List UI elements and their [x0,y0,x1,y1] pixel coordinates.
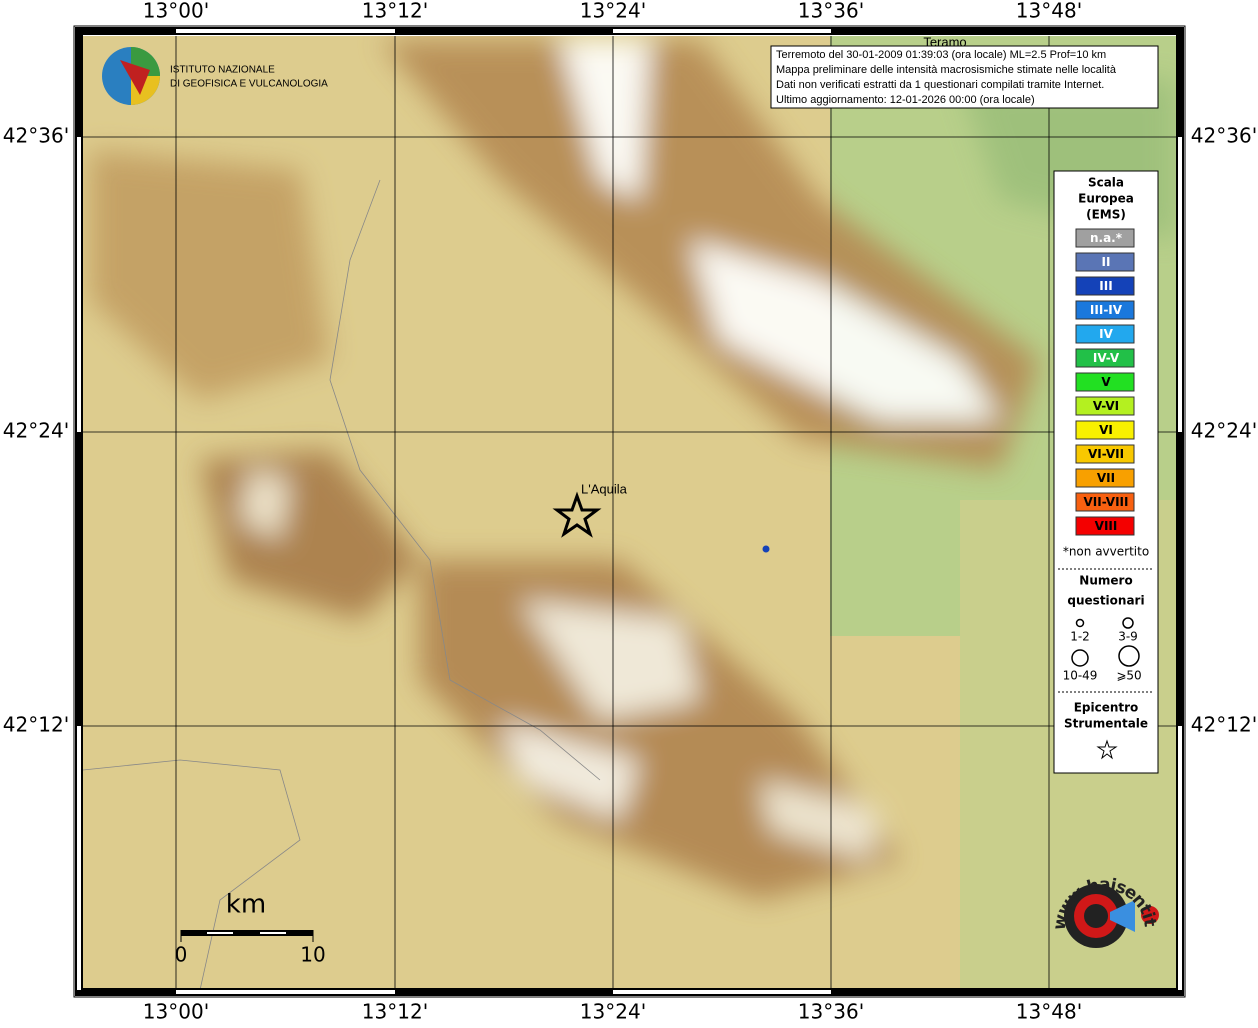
lon-label: 13°00' [143,1000,209,1024]
legend-title: Scala [1088,176,1124,190]
legend-label: III-IV [1090,303,1123,317]
legend-label: III [1099,279,1112,293]
info-line: Ultimo aggiornamento: 12-01-2026 00:00 (… [776,94,1035,106]
scale-bar-segment [260,932,286,934]
lon-label: 13°24' [580,1000,646,1024]
legend-swatch [1075,492,1135,512]
legend-label: VI [1099,423,1113,437]
legend-title: (EMS) [1086,208,1126,222]
count-label: 3-9 [1118,630,1138,644]
lat-label: 42°12' [1191,713,1257,737]
legend: ScalaEuropea(EMS)n.a.*IIIIIIII-IVIVIV-VV… [1058,176,1154,760]
logo: ISTITUTO NAZIONALE DI GEOFISICA E VULCAN… [102,47,328,105]
scale-bar-fill [181,930,313,936]
lat-label: 42°24' [1191,419,1257,443]
epicenter-symbol [1096,739,1118,760]
legend-swatch [1075,228,1135,248]
info-box [770,45,1159,109]
info-line: Terremoto del 30-01-2009 01:39:03 (ora l… [776,49,1106,61]
legend-swatch [1075,300,1135,320]
site-logo-ring [1084,904,1108,928]
info-lines: Terremoto del 30-01-2009 01:39:03 (ora l… [776,49,1117,106]
frame-white [613,29,831,33]
logo-text: DI GEOFISICA E VULCANOLOGIA [170,79,328,90]
count-symbol [1075,618,1085,628]
legend-label: V-VI [1093,399,1119,413]
count-label: ⩾50 [1116,669,1141,683]
legend-label: n.a.* [1090,231,1123,245]
legend-title: Epicentro [1074,701,1139,715]
lat-label: 42°24' [3,419,69,443]
legend-swatch [1075,348,1135,368]
legend-swatch [1075,324,1135,344]
place-label: L'Aquila [581,481,628,496]
scale-bar: km 0 10 [175,890,326,967]
legend-title: Numero [1079,574,1132,588]
tick-labels: 13°00' 13°00' 13°12' 13°12' 13°24' 13°24' 13°3… [3,0,1257,1024]
legend-label: VI-VII [1088,447,1124,461]
scale-unit: km [226,890,266,920]
site-logo-badge [1141,906,1159,924]
logo-text: ISTITUTO NAZIONALE [170,65,275,76]
lat-label: 42°36' [1191,124,1257,148]
frame-outline [73,25,1186,998]
frame-white [77,137,81,432]
lon-label: 13°12' [362,0,428,23]
count-label: 10-49 [1063,669,1098,683]
legend-label: IV-V [1093,351,1120,365]
frame-segments [77,29,1182,994]
frame-white [613,990,831,994]
legend-label: IV [1099,327,1113,341]
legend-label: II [1102,255,1111,269]
legend-title: Strumentale [1064,717,1148,731]
lon-label: 13°36' [798,0,864,23]
legend-title: Europea [1078,192,1134,206]
count-label: 1-2 [1070,630,1090,644]
lat-label: 42°36' [3,124,69,148]
legend-note: *non avvertito [1063,545,1149,559]
lon-label: 13°48' [1016,0,1082,23]
legend-swatch [1075,372,1135,392]
legend-swatch [1075,252,1135,272]
info-line: Mappa preliminare delle intensità macros… [776,64,1117,76]
graticule [83,36,1176,988]
intensity-point [762,545,770,553]
frame-white [1178,137,1182,432]
frame-white [1178,726,1182,990]
frame-white [176,29,395,33]
legend-label: V [1101,375,1111,389]
count-symbol [1071,649,1089,667]
count-symbol [1122,617,1134,629]
legend-swatch [1075,516,1135,536]
info-line: Dati non verificati estratti da 1 questi… [776,79,1104,91]
legend-swatch [1075,420,1135,440]
epicenter-star [552,491,602,538]
lon-label: 13°12' [362,1000,428,1024]
lon-label: 13°00' [143,0,209,23]
scale-label: 10 [300,943,325,967]
lat-label: 42°12' [3,713,69,737]
lon-label: 13°36' [798,1000,864,1024]
logo-segment [120,60,150,95]
legend-label: VII-VIII [1083,495,1128,509]
scale-bar-segment [207,932,233,934]
count-symbol [1118,645,1140,667]
frame-white [77,726,81,990]
legend-swatch [1075,468,1135,488]
legend-swatch [1075,396,1135,416]
legend-label: VIII [1095,519,1118,533]
terrain [83,36,1176,988]
scale-label: 0 [175,943,188,967]
legend-swatch [1075,276,1135,296]
site-logo-horn [1110,900,1135,932]
frame-white [176,990,395,994]
lon-label: 13°24' [580,0,646,23]
legend-swatch [1075,444,1135,464]
lon-label: 13°48' [1016,1000,1082,1024]
legend-title: questionari [1067,594,1144,608]
legend-label: VII [1097,471,1115,485]
